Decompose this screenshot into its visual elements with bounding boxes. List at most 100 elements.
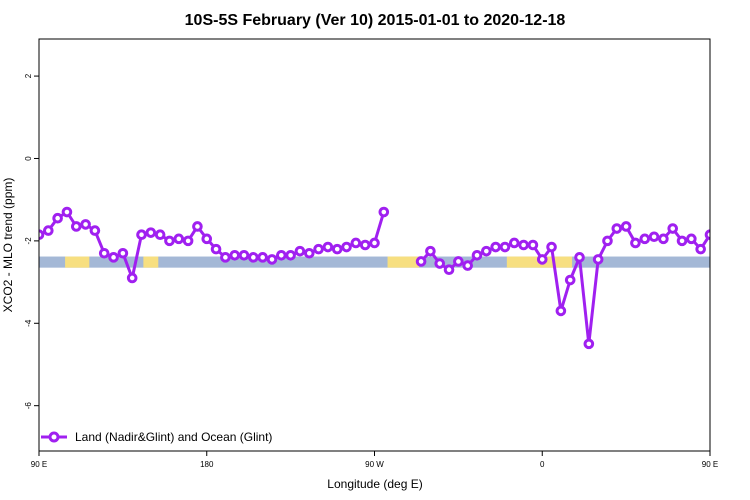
- y-axis-label: XCO2 - MLO trend (ppm): [1, 178, 15, 313]
- data-point: [434, 258, 446, 269]
- data-point: [145, 227, 157, 238]
- data-point: [192, 221, 203, 232]
- data-point: [555, 305, 567, 317]
- data-point: [686, 233, 697, 245]
- data-point: [611, 223, 623, 234]
- data-point: [369, 237, 380, 249]
- data-point: [574, 252, 585, 263]
- series-line: [419, 225, 710, 346]
- data-point: [734, 208, 742, 216]
- chart-title: 10S-5S February (Ver 10) 2015-01-01 to 2…: [185, 12, 566, 29]
- data-point: [546, 241, 557, 253]
- ocean-band: [39, 256, 710, 268]
- data-point: [658, 233, 669, 245]
- y-axis: 2 0 -2 -4 -6: [24, 73, 39, 409]
- data-point: [285, 250, 296, 261]
- data-point: [490, 241, 501, 253]
- data-point: [98, 247, 110, 259]
- data-point: [602, 235, 613, 247]
- legend: Land (Nadir&Glint) and Ocean (Glint): [41, 430, 272, 444]
- data-point: [462, 260, 473, 271]
- y-tick-label: -2: [24, 237, 33, 245]
- data-point: [704, 229, 710, 240]
- x-tick-label: 90 W: [365, 460, 384, 469]
- data-point: [126, 272, 138, 284]
- land-band-segment: [387, 256, 420, 268]
- data-point: [471, 250, 483, 261]
- data-point: [313, 243, 324, 255]
- data-point: [80, 219, 91, 230]
- data-point: [499, 241, 511, 253]
- data-point: [70, 221, 82, 232]
- data-point: [182, 235, 194, 247]
- legend-marker-swatch: [48, 431, 60, 443]
- data-point: [257, 252, 268, 263]
- data-point: [303, 247, 315, 259]
- data-point: [592, 254, 604, 265]
- data-point: [350, 237, 362, 249]
- x-tick-label: 90 E: [702, 460, 718, 469]
- data-point: [248, 252, 259, 263]
- data-point: [695, 243, 706, 255]
- data-point: [117, 247, 129, 259]
- data-point: [648, 231, 660, 243]
- data-point: [220, 252, 231, 263]
- data-point: [527, 239, 539, 251]
- coverage-band: [39, 256, 710, 268]
- x-axis-label: Longitude (deg E): [327, 477, 422, 491]
- data-point: [743, 223, 750, 231]
- data-point: [716, 227, 724, 235]
- data-point: [518, 239, 529, 251]
- x-tick-label: 180: [200, 460, 214, 469]
- data-point: [43, 225, 54, 236]
- y-tick-label: -6: [24, 402, 33, 410]
- data-point: [676, 235, 688, 247]
- data-point: [359, 239, 371, 251]
- data-point: [164, 235, 175, 247]
- data-point: [630, 237, 641, 249]
- data-point: [725, 214, 733, 222]
- data-point: [425, 245, 436, 257]
- data-point: [108, 252, 119, 263]
- data-point: [210, 243, 222, 255]
- land-band-segment: [65, 256, 90, 268]
- data-point: [229, 250, 241, 261]
- data-point: [173, 233, 185, 245]
- x-tick-label: 0: [540, 460, 545, 469]
- data-point: [536, 254, 548, 265]
- data-point: [294, 245, 306, 257]
- data-point: [238, 250, 250, 261]
- data-point: [276, 250, 287, 261]
- y-tick-label: 0: [24, 156, 33, 161]
- data-point: [61, 206, 73, 218]
- series-layer: [39, 206, 750, 350]
- data-point: [341, 241, 352, 253]
- data-point: [322, 241, 334, 253]
- data-point: [52, 212, 63, 224]
- data-point: [89, 225, 101, 236]
- data-point: [667, 223, 679, 234]
- x-axis: 90 E 180 90 W 0 90 E: [31, 451, 718, 469]
- data-point: [620, 221, 632, 232]
- data-point: [508, 237, 520, 249]
- data-point: [378, 206, 390, 218]
- data-point: [154, 229, 166, 240]
- data-point: [331, 243, 343, 255]
- data-point: [639, 233, 651, 245]
- data-point: [481, 245, 492, 257]
- y-tick-label: 2: [24, 73, 33, 78]
- x-tick-label: 90 E: [31, 460, 47, 469]
- data-point: [443, 264, 455, 276]
- legend-entry-label: Land (Nadir&Glint) and Ocean (Glint): [75, 430, 272, 444]
- data-point: [136, 229, 147, 240]
- data-point: [453, 256, 464, 267]
- series-group: [39, 206, 750, 350]
- y-tick-label: -4: [24, 319, 33, 327]
- data-point: [266, 254, 278, 265]
- data-point: [583, 338, 595, 350]
- data-point: [415, 256, 427, 267]
- data-point: [564, 274, 576, 286]
- land-band-segment: [143, 256, 159, 268]
- data-point: [201, 233, 213, 245]
